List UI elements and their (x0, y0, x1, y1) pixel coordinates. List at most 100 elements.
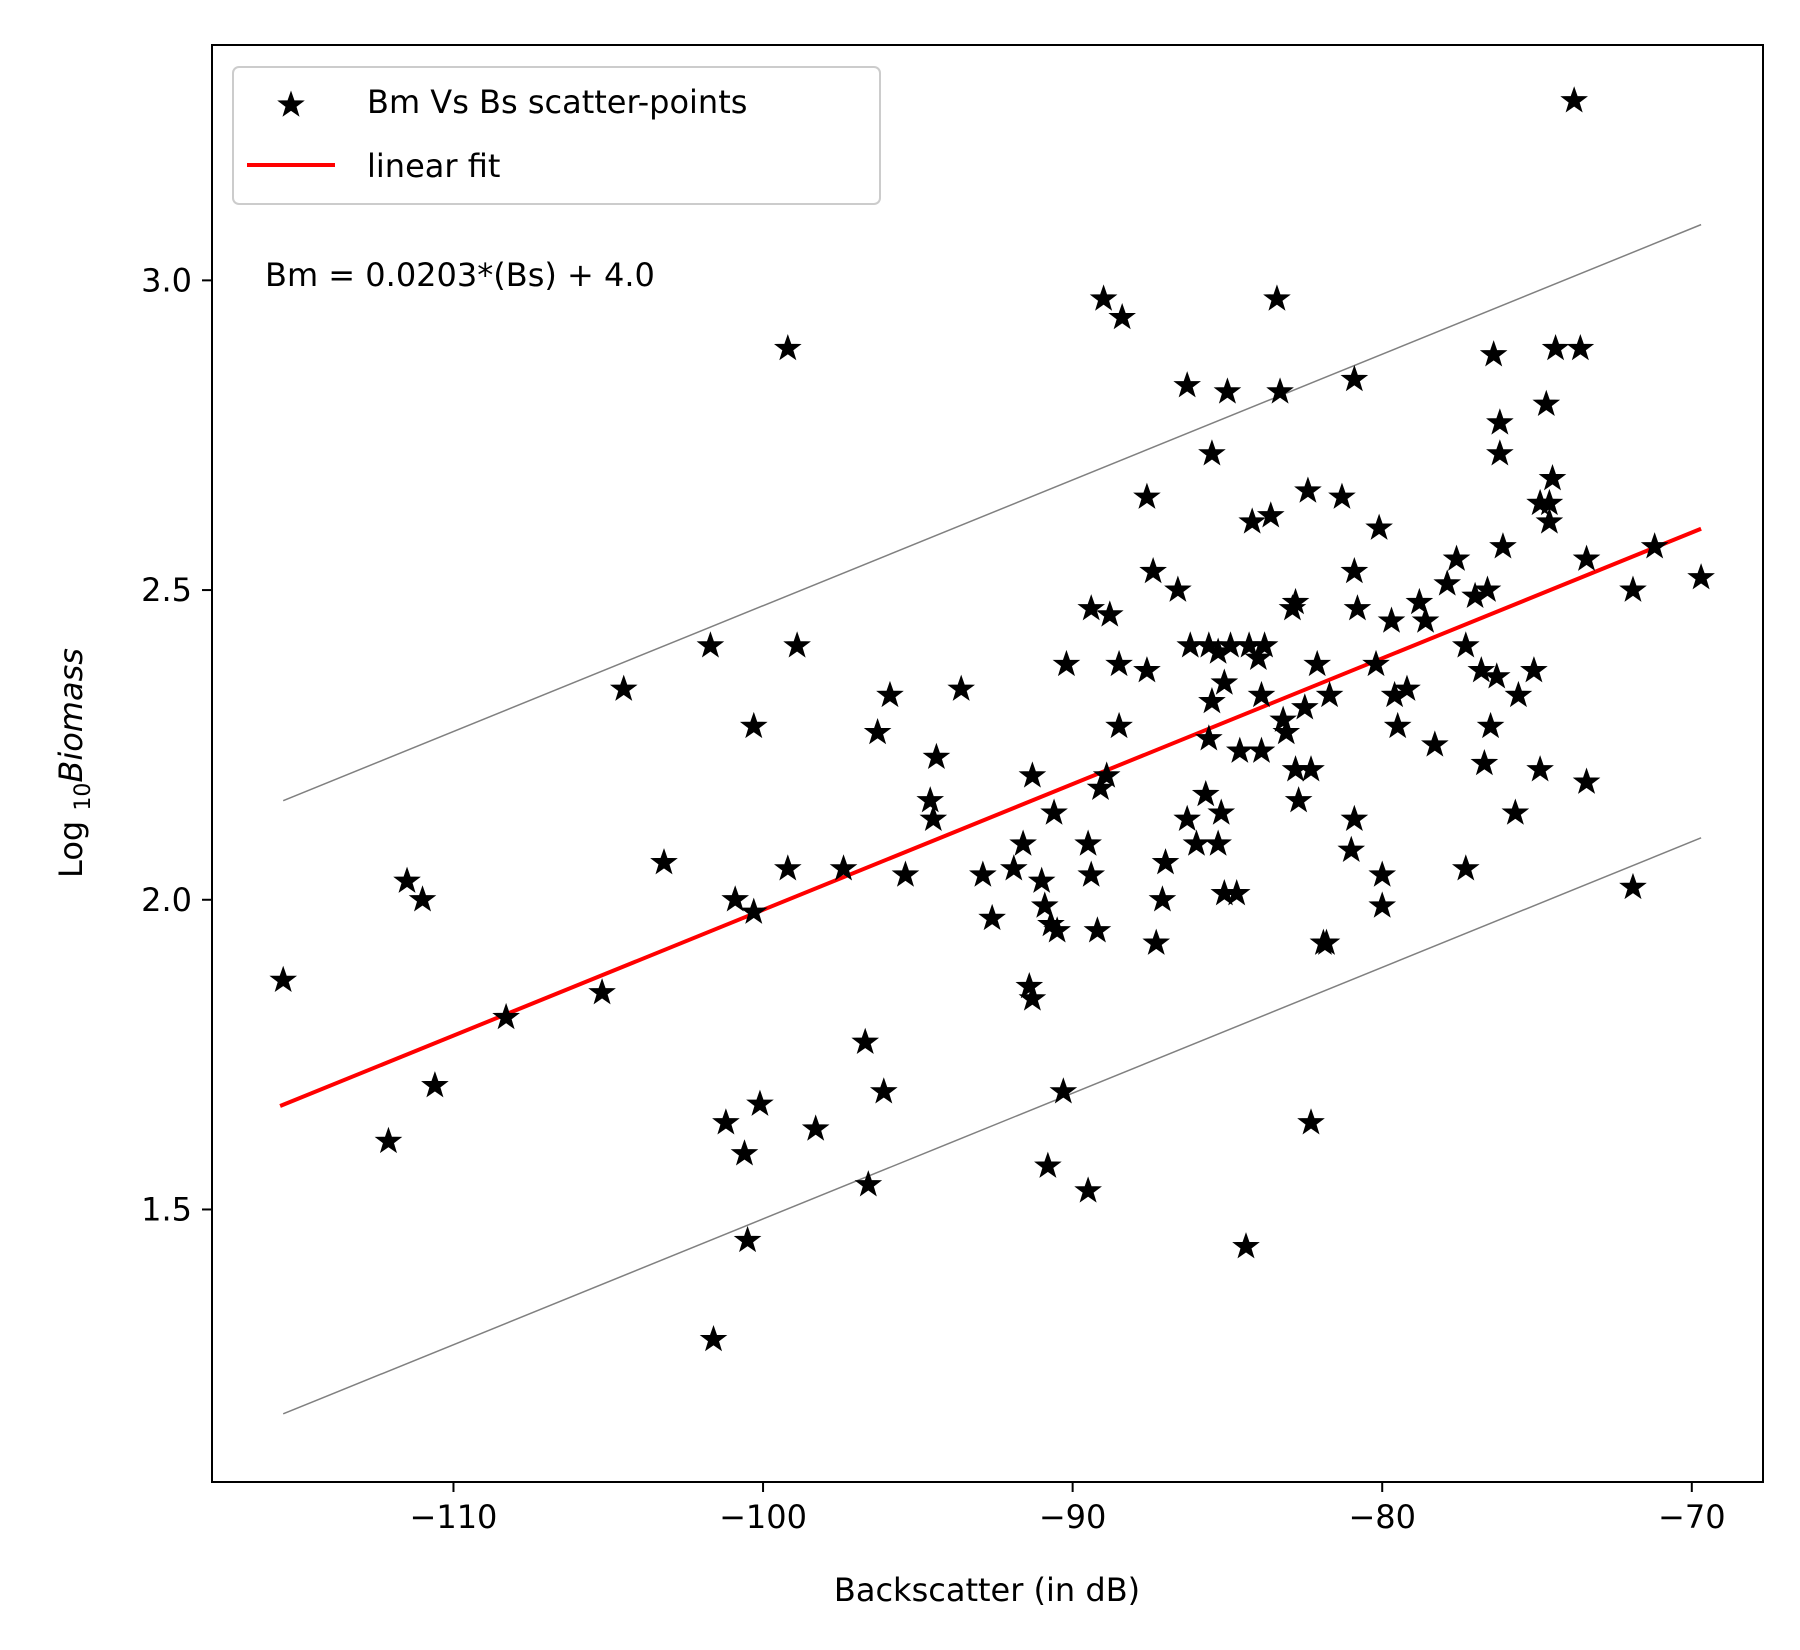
scatter-point (1340, 364, 1369, 392)
scatter-point (774, 333, 802, 361)
legend-star-marker (277, 90, 305, 117)
y-axis-label-prefix: Log (52, 811, 90, 878)
scatter-point (801, 1114, 830, 1141)
scatter-point (1207, 798, 1236, 825)
scatter-point (1303, 649, 1332, 677)
scatter-point (1018, 761, 1047, 788)
scatter-point (1312, 928, 1341, 955)
scatter-point (1164, 575, 1192, 602)
scatter-point (1340, 804, 1369, 831)
scatter-point (1000, 854, 1028, 881)
scatter-point (1105, 711, 1133, 739)
scatter-point (978, 903, 1006, 931)
bound-line-2 (282, 223, 1702, 802)
scatter-point (1368, 860, 1397, 887)
scatter-point (1368, 891, 1397, 918)
y-axis-label-subscript: 10 (71, 783, 96, 811)
scatter-point (492, 1002, 520, 1030)
scatter-point (1343, 594, 1372, 621)
scatter-point (1108, 303, 1136, 330)
scatter-point (721, 885, 750, 912)
scatter-point (1337, 835, 1366, 862)
scatter-point (269, 965, 298, 993)
scatter-point (1086, 773, 1115, 801)
scatter-point (1009, 829, 1037, 856)
scatter-point (869, 1077, 898, 1104)
scatter-point (1532, 389, 1561, 417)
scatter-point (1232, 1232, 1260, 1259)
scatter-point (1504, 680, 1533, 708)
scatter-point (1043, 916, 1071, 943)
scatter-point (393, 866, 421, 893)
scatter-point (1074, 1176, 1102, 1203)
scatter-point (1049, 1077, 1078, 1104)
scatter-point (1191, 779, 1220, 807)
x-tick-label: −100 (719, 1498, 807, 1536)
scatter-point (1470, 748, 1499, 776)
scatter-point (1315, 680, 1344, 708)
scatter-point (1015, 971, 1044, 999)
scatter-point (1687, 563, 1715, 590)
scatter-point (1074, 829, 1102, 856)
scatter-point (408, 885, 437, 912)
scatter-point (1247, 736, 1276, 763)
scatter-point (1433, 569, 1462, 596)
scatter-point (1198, 439, 1226, 466)
plot-frame (211, 44, 1764, 1483)
scatter-point (1291, 693, 1319, 720)
scatter-point (730, 1139, 759, 1166)
scatter-point (783, 631, 811, 658)
scatter-point (1195, 724, 1223, 751)
legend: Bm Vs Bs scatter-points linear fit (232, 66, 881, 205)
scatter-point (1451, 854, 1480, 881)
scatter-point (1151, 848, 1180, 875)
scatter-point (1083, 916, 1112, 943)
scatter-point (969, 860, 997, 887)
scatter-point (1560, 86, 1588, 113)
scatter-point (1476, 711, 1505, 739)
scatter-point (421, 1071, 449, 1098)
scatter-point (1328, 482, 1356, 509)
scatter-point (1640, 532, 1669, 559)
scatter-point (1411, 606, 1440, 633)
y-tick-label: 2.5 (141, 571, 192, 609)
scatter-point (863, 718, 892, 745)
scatter-point (1142, 928, 1171, 955)
scatter-point (1247, 680, 1276, 708)
x-tick-label: −70 (1658, 1498, 1726, 1536)
scatter-point (739, 897, 768, 924)
scatter-point (1210, 668, 1239, 695)
fit-equation-annotation: Bm = 0.0203*(Bs) + 4.0 (265, 256, 655, 294)
x-tick-label: −90 (1039, 1498, 1107, 1536)
scatter-point (1027, 866, 1056, 893)
y-tick-label: 1.5 (141, 1190, 192, 1228)
scatter-point (374, 1126, 403, 1154)
scatter-point (1148, 885, 1177, 912)
scatter-point (1077, 860, 1106, 887)
scatter-point (1089, 284, 1118, 311)
scatter-point (1393, 674, 1421, 701)
scatter-point (1173, 804, 1201, 831)
scatter-point (1619, 872, 1647, 900)
scatter-point (1451, 631, 1480, 658)
scatter-point (1572, 544, 1601, 571)
scatter-point (1501, 798, 1530, 825)
scatter-point (696, 631, 725, 658)
scatter-point (1095, 600, 1124, 627)
y-tick-label: 3.0 (141, 261, 192, 299)
x-tick-label: −80 (1348, 1498, 1416, 1536)
scatter-point (1256, 501, 1285, 528)
scatter-point (1535, 507, 1564, 534)
scatter-point (712, 1108, 740, 1135)
scatter-point (1297, 1108, 1325, 1135)
scatter-point (1052, 649, 1081, 677)
scatter-point (1297, 755, 1325, 782)
scatter-point (1030, 891, 1059, 918)
scatter-point (1092, 761, 1121, 788)
scatter-point (1479, 340, 1508, 367)
scatter-point (1294, 476, 1322, 503)
scatter-point (1482, 662, 1511, 689)
scatter-point (1538, 464, 1567, 491)
scatter-point (1198, 687, 1226, 714)
